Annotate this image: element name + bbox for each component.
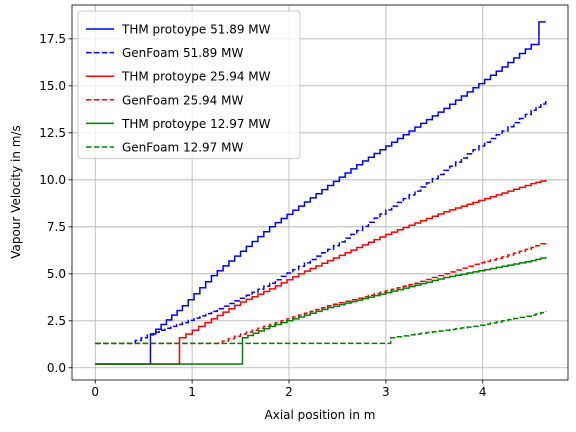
y-tick-label: 12.5 (39, 126, 66, 140)
plot-frame (71, 4, 569, 381)
series-line-2 (95, 100, 547, 345)
series-lines (95, 21, 547, 365)
legend-label: THM protoype 12.97 MW (121, 117, 271, 131)
series-line-5 (95, 256, 547, 365)
series-line-4 (95, 241, 547, 345)
y-tick-label: 17.5 (39, 32, 66, 46)
y-tick-label: 5.0 (47, 267, 66, 281)
legend-label: GenFoam 51.89 MW (122, 46, 243, 60)
legend: THM protoype 51.89 MW GenFoam 51.89 MW THM… (77, 10, 301, 160)
series-line-3 (95, 179, 547, 365)
x-tick-label: 3 (382, 385, 390, 399)
legend-box (77, 10, 301, 160)
y-tick-label: 10.0 (39, 173, 66, 187)
legend-label: THM protoype 25.94 MW (121, 70, 271, 84)
y-axis-label: Vapour Velocity in m/s (9, 125, 23, 259)
x-axis-label: Axial position in m (265, 408, 376, 422)
y-tick-label: 15.0 (39, 79, 66, 93)
y-axis-ticks: 0.0 2.5 5.0 7.5 10.0 12.5 15.0 17.5 (39, 32, 72, 375)
y-tick-label: 0.0 (47, 361, 66, 375)
legend-label: GenFoam 12.97 MW (122, 141, 243, 155)
x-tick-label: 2 (285, 385, 293, 399)
legend-label: THM protoype 51.89 MW (121, 23, 271, 37)
x-tick-label: 0 (91, 385, 99, 399)
y-tick-label: 2.5 (47, 314, 66, 328)
x-tick-label: 4 (479, 385, 487, 399)
x-axis-ticks: 0 1 2 3 4 (91, 380, 487, 399)
x-tick-label: 1 (188, 385, 196, 399)
series-line-1 (95, 21, 546, 365)
y-tick-label: 7.5 (47, 220, 66, 234)
legend-label: GenFoam 25.94 MW (122, 93, 243, 107)
